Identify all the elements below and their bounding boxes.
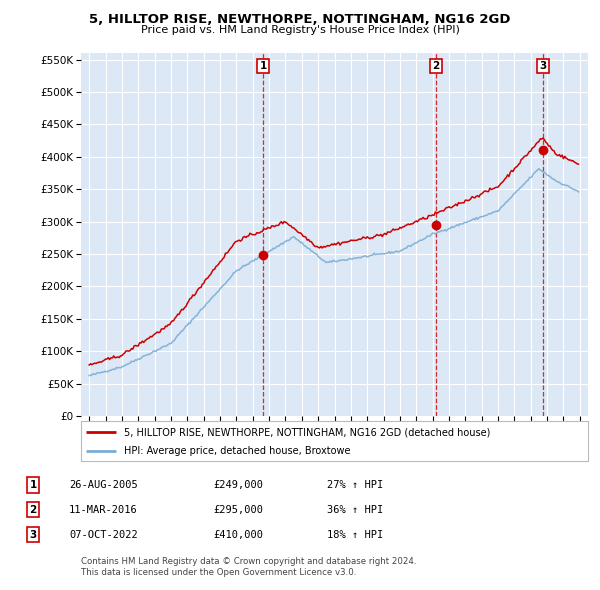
Text: 3: 3 [29,530,37,539]
Text: 5, HILLTOP RISE, NEWTHORPE, NOTTINGHAM, NG16 2GD: 5, HILLTOP RISE, NEWTHORPE, NOTTINGHAM, … [89,13,511,26]
Text: 11-MAR-2016: 11-MAR-2016 [69,505,138,514]
Text: 3: 3 [540,61,547,71]
Text: 5, HILLTOP RISE, NEWTHORPE, NOTTINGHAM, NG16 2GD (detached house): 5, HILLTOP RISE, NEWTHORPE, NOTTINGHAM, … [124,427,490,437]
Text: £249,000: £249,000 [213,480,263,490]
Text: Price paid vs. HM Land Registry's House Price Index (HPI): Price paid vs. HM Land Registry's House … [140,25,460,35]
Text: 1: 1 [29,480,37,490]
Text: Contains HM Land Registry data © Crown copyright and database right 2024.: Contains HM Land Registry data © Crown c… [81,558,416,566]
Text: 36% ↑ HPI: 36% ↑ HPI [327,505,383,514]
Text: 26-AUG-2005: 26-AUG-2005 [69,480,138,490]
Text: £295,000: £295,000 [213,505,263,514]
Text: £410,000: £410,000 [213,530,263,539]
Text: 18% ↑ HPI: 18% ↑ HPI [327,530,383,539]
Text: This data is licensed under the Open Government Licence v3.0.: This data is licensed under the Open Gov… [81,568,356,577]
Text: 2: 2 [29,505,37,514]
Text: 27% ↑ HPI: 27% ↑ HPI [327,480,383,490]
Text: 07-OCT-2022: 07-OCT-2022 [69,530,138,539]
Text: 1: 1 [260,61,267,71]
Text: 2: 2 [432,61,439,71]
Text: HPI: Average price, detached house, Broxtowe: HPI: Average price, detached house, Brox… [124,445,350,455]
